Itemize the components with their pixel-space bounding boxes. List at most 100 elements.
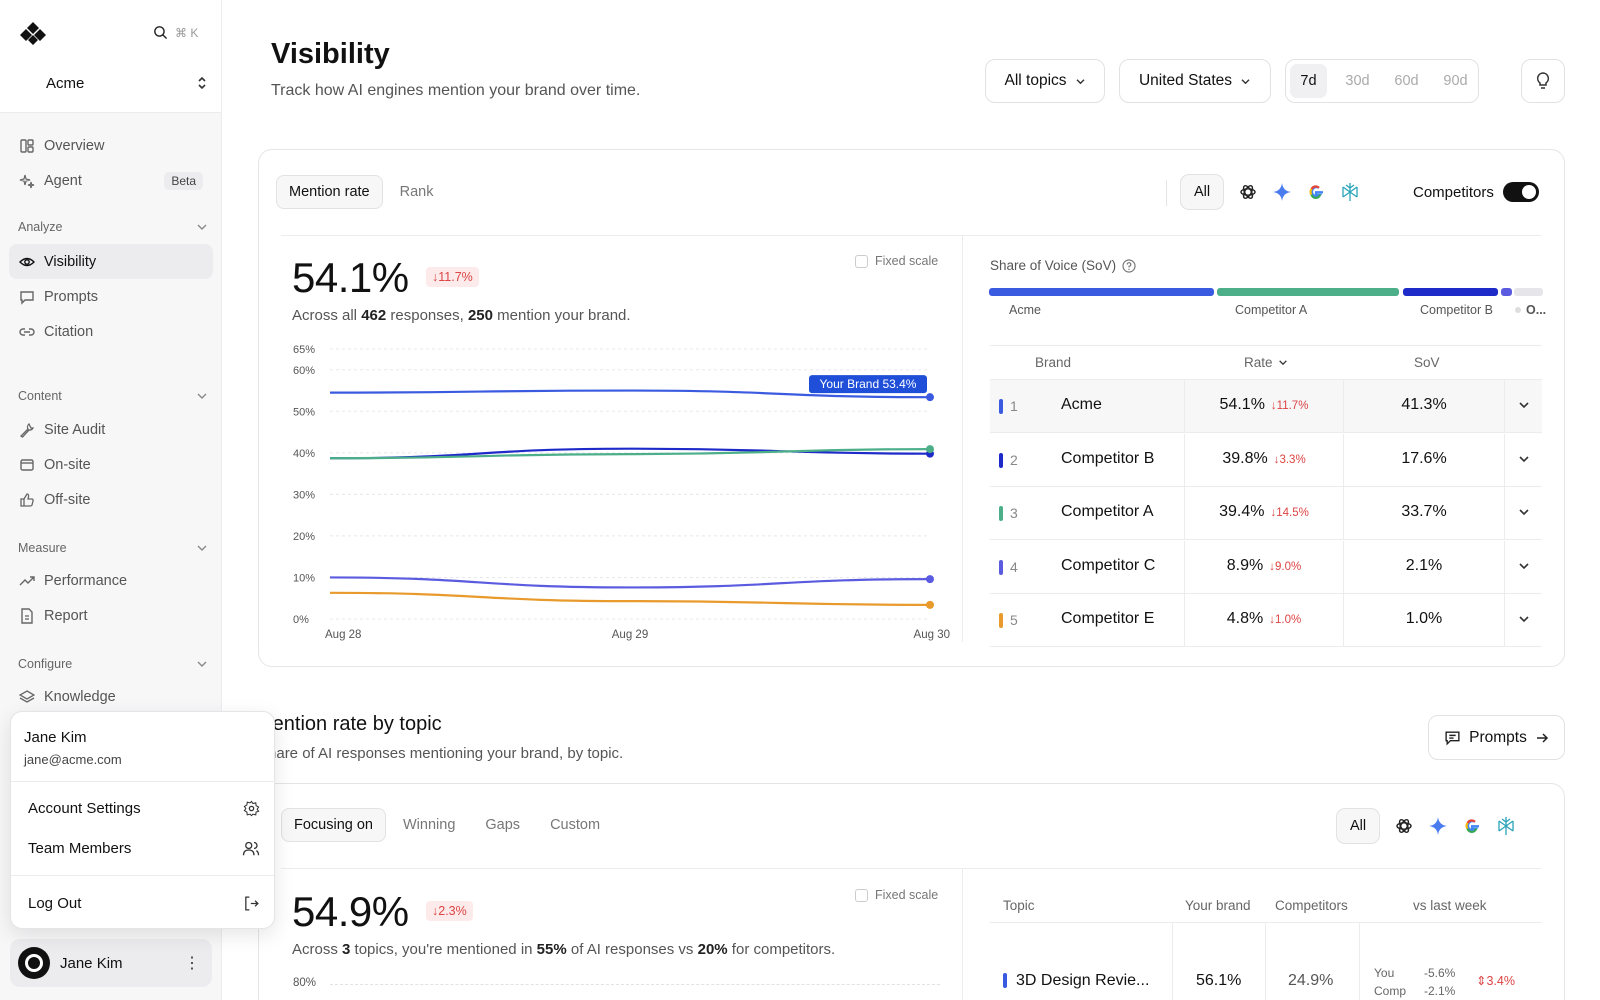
engine-all[interactable]: All: [1336, 808, 1381, 844]
brand-row[interactable]: 1 Acme 54.1% ↓11.7% 41.3%: [990, 380, 1542, 433]
section-label: Content: [18, 389, 62, 403]
section-content[interactable]: Content: [18, 389, 208, 403]
expand-row-button[interactable]: [1504, 594, 1542, 647]
fixed-scale-checkbox[interactable]: Fixed scale: [855, 888, 938, 902]
brand-row[interactable]: 2 Competitor B 39.8% ↓3.3% 17.6%: [990, 433, 1542, 487]
country-dropdown[interactable]: United States: [1119, 59, 1271, 103]
sidebar-item-visibility[interactable]: Visibility: [9, 244, 213, 279]
account-settings-item[interactable]: Account Settings: [28, 800, 260, 817]
gemini-icon[interactable]: [1272, 182, 1292, 202]
range-7d[interactable]: 7d: [1290, 64, 1327, 98]
brand-row[interactable]: 3 Competitor A 39.4% ↓14.5% 33.7%: [990, 487, 1542, 540]
tab-gaps[interactable]: Gaps: [485, 817, 521, 833]
sidebar-item-on-site[interactable]: On-site: [9, 447, 213, 482]
section-label: Analyze: [18, 220, 63, 234]
expand-row-button[interactable]: [1504, 540, 1542, 594]
more-vertical-icon[interactable]: ⋮: [184, 955, 200, 972]
sov-title-text: Share of Voice (SoV): [990, 258, 1117, 273]
org-switcher[interactable]: Acme: [28, 70, 208, 96]
chevron-down-icon: [1518, 509, 1529, 516]
sidebar-item-site-audit[interactable]: Site Audit: [9, 412, 213, 447]
perplexity-icon[interactable]: [1496, 816, 1516, 836]
expand-row-button[interactable]: [1504, 380, 1542, 433]
topics-value: All topics: [1004, 72, 1067, 89]
fixed-scale-checkbox[interactable]: Fixed scale: [855, 254, 938, 268]
sidebar-item-report[interactable]: Report: [9, 598, 213, 633]
sidebar-item-prompts[interactable]: Prompts: [9, 279, 213, 314]
page-title: Visibility: [271, 38, 390, 70]
range-30d[interactable]: 30d: [1345, 73, 1370, 89]
openai-icon[interactable]: [1238, 182, 1258, 202]
team-members-item[interactable]: Team Members: [28, 840, 260, 857]
chevron-down-icon: [1278, 360, 1287, 366]
series-end-point: [926, 575, 934, 584]
sidebar-item-off-site[interactable]: Off-site: [9, 482, 213, 517]
brand-row[interactable]: 4 Competitor C 8.9% ↓9.0% 2.1%: [990, 540, 1542, 594]
logout-item[interactable]: Log Out: [28, 895, 260, 912]
tips-button[interactable]: [1521, 59, 1565, 103]
col-topic: Topic: [1003, 898, 1035, 913]
engine-all[interactable]: All: [1180, 174, 1225, 210]
sidebar-item-citation[interactable]: Citation: [9, 314, 213, 349]
expand-row-button[interactable]: [1504, 433, 1542, 487]
brand-rate: 39.8% ↓3.3%: [1184, 433, 1344, 487]
message-icon: [20, 290, 34, 305]
logo[interactable]: [18, 22, 48, 46]
brand-name: Acme: [1061, 396, 1102, 413]
google-icon[interactable]: [1462, 816, 1482, 836]
gemini-icon[interactable]: [1428, 816, 1448, 836]
series-line: [329, 447, 931, 460]
lightbulb-icon: [1536, 72, 1550, 89]
perplexity-icon[interactable]: [1340, 182, 1360, 202]
openai-icon[interactable]: [1394, 816, 1414, 836]
competitors-toggle[interactable]: [1503, 182, 1539, 202]
section-configure[interactable]: Configure: [18, 657, 208, 671]
topic-name[interactable]: 3D Design Revie...: [1016, 972, 1150, 989]
topics-dropdown[interactable]: All topics: [985, 59, 1105, 103]
sidebar-item-knowledge[interactable]: Knowledge: [9, 679, 213, 714]
tab-mention-rate[interactable]: Mention rate: [276, 175, 383, 209]
brand-rate-delta: ↓1.0%: [1269, 614, 1302, 626]
sidebar-item-label: Report: [44, 607, 88, 624]
section-analyze[interactable]: Analyze: [18, 220, 208, 234]
brand-rate: 54.1% ↓11.7%: [1184, 380, 1344, 433]
wrench-icon: [19, 422, 35, 438]
tab-custom[interactable]: Custom: [550, 817, 601, 833]
series-end-point: [926, 445, 934, 454]
brand-color-bar: [999, 559, 1003, 575]
sidebar-item-overview[interactable]: Overview: [9, 128, 213, 163]
prompts-button[interactable]: Prompts: [1428, 715, 1565, 760]
sidebar-item-label: On-site: [44, 456, 91, 473]
org-name: Acme: [46, 74, 85, 92]
brand-rate-delta: ↓11.7%: [1270, 400, 1309, 412]
section-label: Configure: [18, 657, 73, 671]
brand-sov: 1.0%: [1405, 610, 1443, 627]
help-circle-icon[interactable]: [1122, 258, 1136, 273]
thumbs-up-icon: [20, 492, 34, 507]
sidebar-item-agent[interactable]: Agent Beta: [9, 163, 213, 198]
section-measure[interactable]: Measure: [18, 541, 208, 555]
search-button[interactable]: ⌘ K: [152, 24, 198, 41]
expand-row-button[interactable]: [1504, 487, 1542, 540]
menu-item-label: Log Out: [28, 895, 82, 912]
brand-rate-delta: ↓9.0%: [1269, 560, 1302, 573]
sidebar-item-performance[interactable]: Performance: [9, 563, 213, 598]
y-tick-label: 60%: [293, 365, 315, 377]
y-tick-label: 50%: [293, 406, 315, 418]
brand-row[interactable]: 5 Competitor E 4.8% ↓1.0% 1.0%: [990, 594, 1542, 647]
col-rate-sort[interactable]: Rate: [1244, 355, 1288, 370]
sidebar-item-label: Site Audit: [44, 421, 106, 438]
google-icon[interactable]: [1306, 182, 1326, 202]
col-competitors: Competitors: [1275, 898, 1348, 913]
gear-icon: [243, 800, 260, 817]
link-icon: [19, 327, 35, 336]
chevron-up-down-icon: [198, 76, 206, 90]
range-60d[interactable]: 60d: [1394, 73, 1419, 89]
tab-rank[interactable]: Rank: [399, 184, 434, 200]
y-tick-label: 40%: [293, 448, 315, 460]
tab-focusing-on[interactable]: Focusing on: [281, 808, 386, 842]
range-90d[interactable]: 90d: [1443, 73, 1468, 89]
tab-winning[interactable]: Winning: [403, 817, 456, 833]
user-chip[interactable]: Jane Kim ⋮: [10, 939, 212, 987]
prompts-button-label: Prompts: [1469, 728, 1527, 746]
